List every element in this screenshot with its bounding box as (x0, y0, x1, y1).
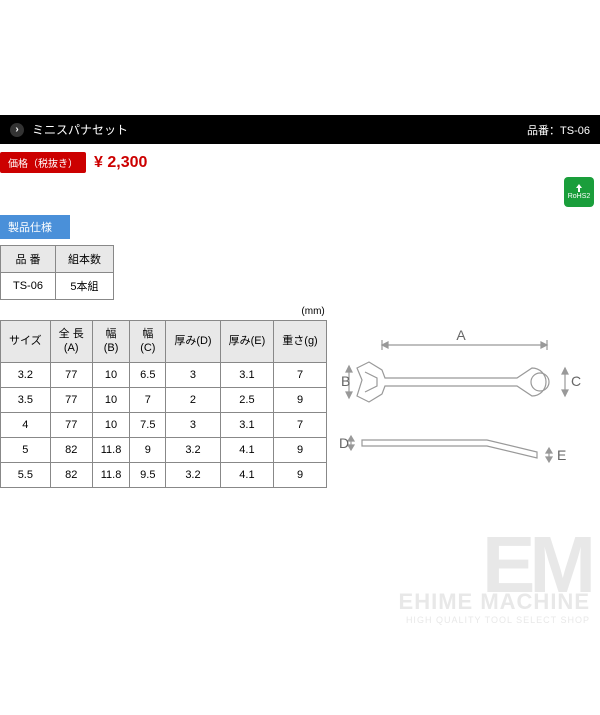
table-row: 477107.533.17 (1, 412, 327, 437)
table-cell: 5.5 (1, 462, 51, 487)
unit-label: (mm) (301, 306, 324, 317)
table-header: 全 長(A) (50, 321, 92, 363)
table-cell: 3.1 (220, 362, 274, 387)
price-label: 価格（税抜き） (0, 152, 86, 173)
table-cell: 4.1 (220, 462, 274, 487)
diagram-label-e: E (557, 447, 566, 463)
table-cell: 2 (166, 387, 220, 412)
diagram-label-a: A (456, 327, 466, 343)
watermark: EM EHIME MACHINE HIGH QUALITY TOOL SELEC… (399, 533, 590, 625)
table-cell: 10 (92, 412, 130, 437)
table-cell: 9 (130, 437, 166, 462)
size-table: サイズ全 長(A)幅(B)幅(C)厚み(D)厚み(E)重さ(g) 3.27710… (0, 320, 327, 488)
diagram-label-d: D (339, 435, 349, 451)
table-header: 厚み(D) (166, 321, 220, 363)
table-cell: 5 (1, 437, 51, 462)
price-row: 価格（税抜き） ¥ 2,300 (0, 152, 600, 173)
table-cell: 10 (92, 362, 130, 387)
diagram-label-c: C (571, 373, 581, 389)
table-header: サイズ (1, 321, 51, 363)
table-row: 58211.893.24.19 (1, 437, 327, 462)
table-row: 5.58211.89.53.24.19 (1, 462, 327, 487)
table-cell: 3.2 (166, 462, 220, 487)
table-cell: 6.5 (130, 362, 166, 387)
table-cell: 7.5 (130, 412, 166, 437)
table-row: 3.57710722.59 (1, 387, 327, 412)
title-bar: ミニスパナセット 品番：TS-06 (0, 115, 600, 144)
table-cell: 7 (274, 362, 326, 387)
table-cell: 5本組 (55, 273, 113, 300)
spec-table: 品 番組本数 TS-065本組 (0, 245, 114, 300)
product-code: 品番：TS-06 (527, 122, 590, 138)
table-header: 組本数 (55, 246, 113, 273)
table-cell: 3.5 (1, 387, 51, 412)
product-title: ミニスパナセット (32, 121, 128, 138)
table-cell: 4.1 (220, 437, 274, 462)
table-cell: 9.5 (130, 462, 166, 487)
table-cell: 9 (274, 437, 326, 462)
table-cell: 3.1 (220, 412, 274, 437)
table-row: 3.277106.533.17 (1, 362, 327, 387)
table-cell: TS-06 (1, 273, 56, 300)
table-header: 幅(B) (92, 321, 130, 363)
table-cell: 3 (166, 362, 220, 387)
chevron-right-icon (10, 123, 24, 137)
table-cell: 9 (274, 462, 326, 487)
table-row: TS-065本組 (1, 273, 114, 300)
table-cell: 77 (50, 412, 92, 437)
table-cell: 11.8 (92, 462, 130, 487)
table-header: 品 番 (1, 246, 56, 273)
table-header: 幅(C) (130, 321, 166, 363)
table-header: 厚み(E) (220, 321, 274, 363)
table-header: 重さ(g) (274, 321, 326, 363)
table-cell: 7 (130, 387, 166, 412)
diagram-label-b: B (341, 373, 350, 389)
table-cell: 11.8 (92, 437, 130, 462)
table-cell: 9 (274, 387, 326, 412)
table-cell: 4 (1, 412, 51, 437)
table-cell: 3.2 (166, 437, 220, 462)
table-cell: 10 (92, 387, 130, 412)
table-cell: 3 (166, 412, 220, 437)
table-cell: 82 (50, 462, 92, 487)
table-cell: 7 (274, 412, 326, 437)
table-cell: 82 (50, 437, 92, 462)
rohs-badge: RoHS2 (564, 177, 594, 207)
table-cell: 77 (50, 362, 92, 387)
wrench-diagram: A B C D E (337, 320, 587, 470)
table-cell: 77 (50, 387, 92, 412)
table-cell: 2.5 (220, 387, 274, 412)
table-cell: 3.2 (1, 362, 51, 387)
price-value: ¥ 2,300 (94, 154, 147, 172)
spec-header: 製品仕様 (0, 215, 70, 239)
